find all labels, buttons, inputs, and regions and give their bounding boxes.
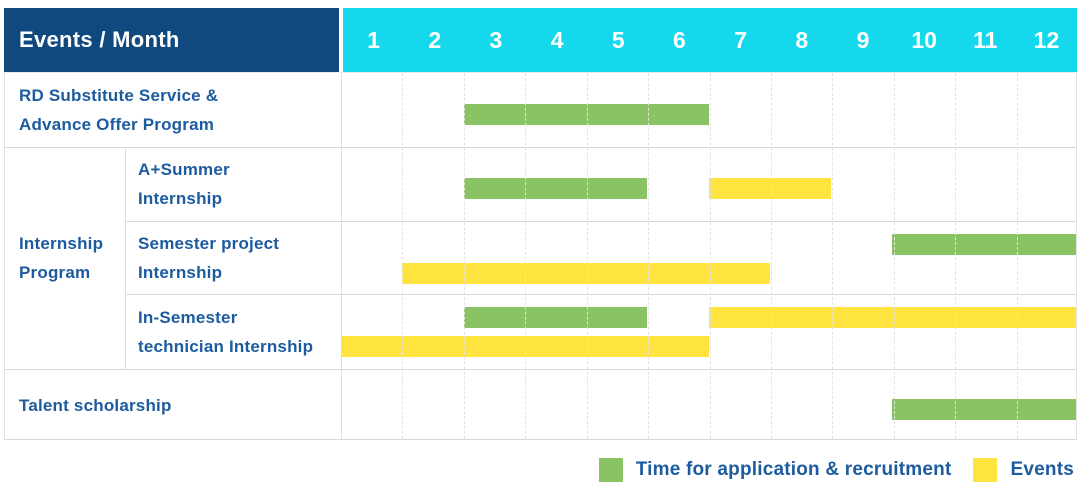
legend-event-label: Events [1010,459,1074,480]
month-label: 4 [550,26,564,53]
row-chart-area [341,294,1076,369]
row-divider [5,147,1076,148]
month-label: 5 [611,26,625,53]
gantt-bar-recruitment [892,399,1076,420]
month-divider [1016,73,1018,439]
row-chart-area [341,369,1076,441]
month-divider [832,73,834,439]
row-label-line: Advance Offer Program [19,115,215,134]
row-label-line: Internship [138,262,223,282]
month-divider [770,73,772,439]
month-divider [525,73,527,439]
gantt-bar-recruitment [463,307,648,328]
group-label-line: Internship [19,234,104,253]
month-label: 3 [489,26,503,53]
gantt-bar-event [708,178,831,199]
group-label-line: Program [19,263,91,282]
table-header-row: Events / Month 1 2 3 4 5 6 7 8 9 10 11 12 [4,8,1077,72]
gantt-bar-recruitment [892,234,1076,255]
month-label: 11 [973,26,998,53]
legend-recruitment-swatch [598,458,623,482]
row-label: Semester project Internship [126,221,341,294]
row-divider [126,294,1076,295]
label-chart-divider [341,73,342,439]
month-label: 8 [795,26,809,53]
row-label: RD Substitute Service & Advance Offer Pro… [5,73,341,147]
month-divider [586,73,588,439]
gantt-bar-recruitment [463,178,648,199]
month-label: 6 [673,26,686,53]
month-divider [463,73,465,439]
gantt-row: A+Summer Internship [5,147,1076,221]
month-divider [893,73,895,439]
month-label: 1 [367,26,380,53]
month-divider [402,73,404,439]
month-divider [648,73,650,439]
gantt-bar-event [341,336,709,357]
gantt-bar-event [402,263,770,284]
row-divider [126,221,1076,222]
row-label-line: Talent scholarship [19,395,172,415]
row-label: Talent scholarship [5,369,341,441]
legend-event-swatch [973,458,998,482]
row-label-line: RD Substitute Service & [19,86,219,105]
month-divider [709,73,711,439]
month-label: 2 [428,26,442,53]
row-label: In-Semester technician Internship [126,294,341,369]
month-label: 7 [734,26,748,53]
row-label-line: Internship [138,189,223,208]
gantt-bar-event [708,307,1076,328]
row-label-line: A+Summer [138,160,230,179]
gantt-table: Events / Month 1 2 3 4 5 6 7 8 9 10 11 12 Internshi… [4,8,1077,440]
month-label: 10 [911,26,937,53]
row-label-line: technician Internship [138,336,314,356]
row-chart-area [341,147,1076,221]
events-month-header-cell: Events / Month [4,8,339,72]
row-label-line: Semester project [138,233,280,253]
legend-recruitment-label: Time for application & recruitment [635,459,952,480]
legend: Time for application & recruitment Event… [598,458,1074,482]
month-label: 12 [1033,26,1060,53]
month-divider [955,73,957,439]
group-cell-internship-program: Internship Program [5,147,126,369]
row-divider [5,369,1076,370]
gantt-bar-recruitment [463,104,709,125]
month-label: 9 [856,26,870,53]
gantt-body: Internship Program RD Substitute Service … [4,72,1077,440]
gantt-row: In-Semester technician Internship [5,294,1076,369]
gantt-row: RD Substitute Service & Advance Offer Pro… [5,73,1076,147]
month-header-row: 1 2 3 4 5 6 7 8 9 10 11 12 [343,8,1077,72]
row-chart-area [341,73,1076,147]
row-label: A+Summer Internship [126,147,341,221]
row-label-line: In-Semester [138,307,238,327]
gantt-row: Talent scholarship [5,369,1076,441]
gantt-row: Semester project Internship [5,221,1076,294]
row-chart-area [341,221,1076,294]
